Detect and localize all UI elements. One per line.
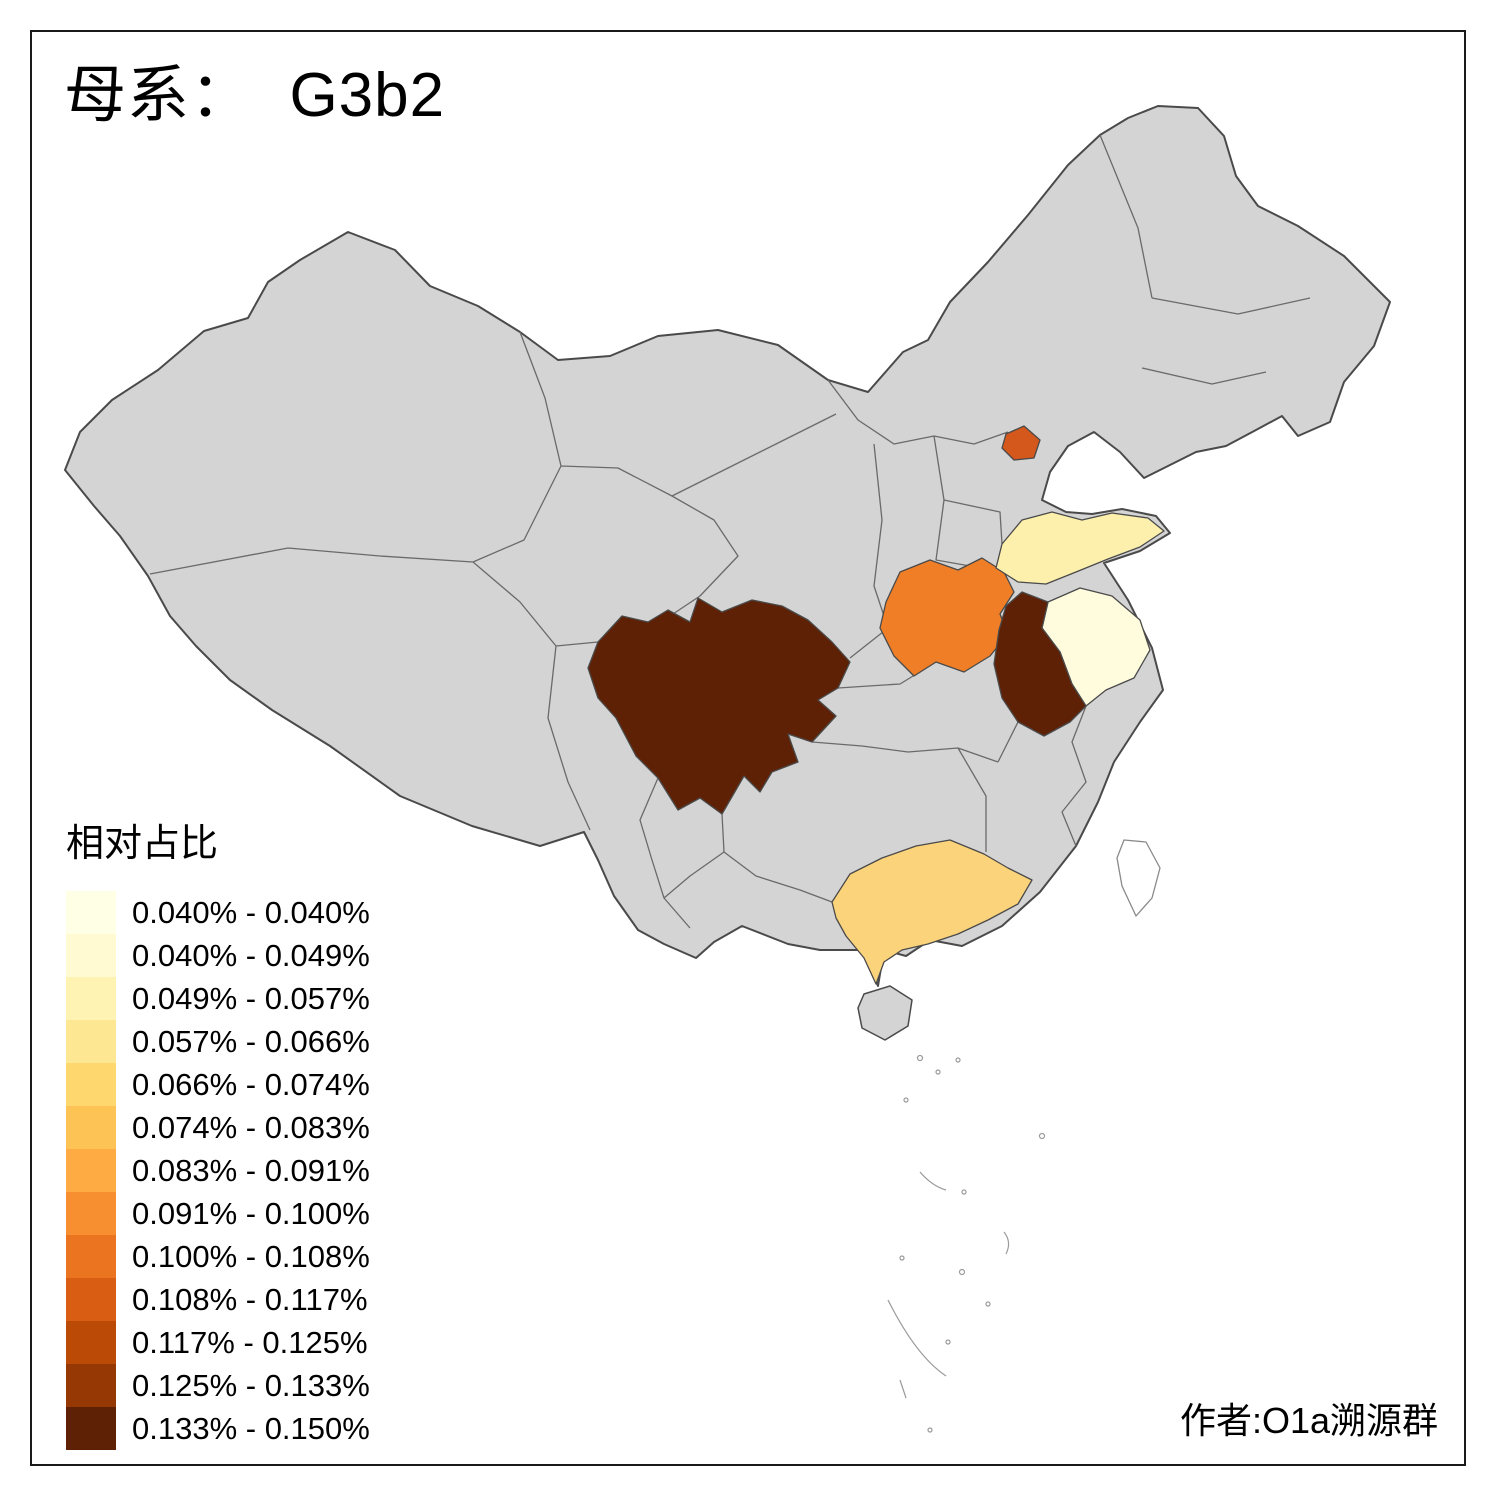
legend-item: 0.125% - 0.133% [66,1364,370,1407]
legend-item: 0.117% - 0.125% [66,1321,370,1364]
legend-label: 0.117% - 0.125% [132,1324,368,1360]
province-anhui [993,591,1087,737]
legend-swatch [66,977,116,1020]
legend-label: 0.040% - 0.049% [132,937,370,973]
legend-swatch [66,1063,116,1106]
page-title: 母系： G3b2 [64,61,446,130]
legend-swatch [66,1235,116,1278]
legend-label: 0.125% - 0.133% [132,1367,370,1403]
province-beijing [1001,425,1041,461]
legend-item: 0.091% - 0.100% [66,1192,370,1235]
legend-label: 0.066% - 0.074% [132,1066,370,1102]
region-hainan [857,985,913,1041]
legend-swatch [66,1106,116,1149]
legend-label: 0.091% - 0.100% [132,1195,370,1231]
province-shandong [995,511,1165,585]
legend-swatch [66,891,116,934]
legend-swatch [66,1407,116,1450]
province-borders [149,134,1311,929]
legend-swatch [66,1020,116,1063]
south-china-sea-islands [887,1054,1046,1433]
legend-item: 0.040% - 0.049% [66,934,370,977]
legend-swatch [66,1321,116,1364]
legend-swatch [66,1192,116,1235]
legend-swatch [66,934,116,977]
legend-item: 0.074% - 0.083% [66,1106,370,1149]
legend-label: 0.133% - 0.150% [132,1410,370,1446]
legend-item: 0.066% - 0.074% [66,1063,370,1106]
legend-label: 0.100% - 0.108% [132,1238,370,1274]
legend-item: 0.100% - 0.108% [66,1235,370,1278]
legend: 相对占比 0.040% - 0.040% 0.040% - 0.049% 0.0… [66,812,370,1450]
legend-item: 0.057% - 0.066% [66,1020,370,1063]
legend-item: 0.133% - 0.150% [66,1407,370,1450]
legend-label: 0.040% - 0.040% [132,894,370,930]
legend-rows: 0.040% - 0.040% 0.040% - 0.049% 0.049% -… [66,891,370,1450]
legend-item: 0.083% - 0.091% [66,1149,370,1192]
author-credit: 作者:O1a溯源群 [1179,1400,1438,1441]
legend-title: 相对占比 [66,823,219,865]
legend-label: 0.057% - 0.066% [132,1023,370,1059]
legend-item: 0.108% - 0.117% [66,1278,370,1321]
legend-swatch [66,1278,116,1321]
province-guangdong [831,839,1033,985]
region-taiwan [1116,839,1161,917]
province-sichuan-chongqing [587,597,851,815]
legend-label: 0.049% - 0.057% [132,980,370,1016]
legend-item: 0.049% - 0.057% [66,977,370,1020]
legend-swatch [66,1149,116,1192]
legend-label: 0.083% - 0.091% [132,1152,370,1188]
legend-label: 0.074% - 0.083% [132,1109,370,1145]
legend-swatch [66,1364,116,1407]
region-mainland [64,105,1391,987]
legend-item: 0.040% - 0.040% [66,891,370,934]
legend-label: 0.108% - 0.117% [132,1281,368,1317]
